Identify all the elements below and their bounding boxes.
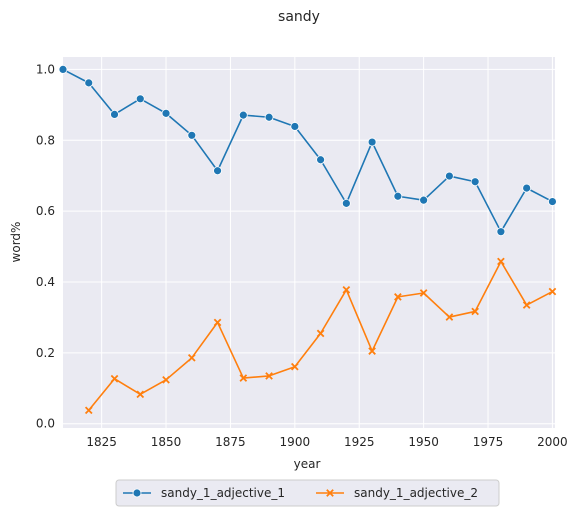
legend-swatch-marker	[132, 488, 142, 498]
data-point	[497, 257, 505, 266]
x-tick-label: 1900	[280, 435, 311, 449]
legend-label: sandy_1_adjective_2	[354, 486, 478, 500]
x-tick-label: 1850	[151, 435, 182, 449]
y-tick-label: 0.6	[36, 204, 55, 218]
series-2	[84, 257, 557, 415]
data-point	[238, 110, 248, 120]
legend-swatch-marker	[326, 489, 334, 497]
data-point	[239, 374, 248, 382]
data-point	[419, 289, 428, 297]
legend-box	[115, 479, 500, 507]
grid-lines	[63, 57, 555, 428]
data-point	[213, 166, 222, 176]
x-tick-label: 1950	[408, 435, 439, 449]
data-point	[265, 372, 273, 380]
y-tick-label: 0.4	[36, 275, 55, 289]
data-point	[110, 110, 119, 119]
data-point	[471, 307, 479, 316]
data-point	[290, 362, 299, 371]
data-point	[316, 155, 325, 165]
data-point	[290, 122, 300, 131]
legend-item-2: sandy_1_adjective_2	[316, 486, 478, 500]
data-point	[136, 390, 145, 399]
data-point	[393, 191, 403, 201]
data-point	[161, 108, 171, 118]
data-point	[135, 94, 145, 104]
x-tick-label: 1975	[473, 435, 504, 449]
y-tick-label: 0.8	[36, 133, 55, 147]
data-point	[316, 329, 325, 338]
data-point	[84, 78, 94, 88]
series-1	[58, 65, 557, 237]
y-tick-label: 0.0	[36, 417, 55, 431]
data-point	[264, 112, 274, 122]
y-tick-label: 1.0	[36, 62, 55, 76]
legend-label: sandy_1_adjective_1	[161, 486, 285, 500]
x-axis-label: year	[294, 457, 321, 471]
data-point	[187, 354, 196, 362]
data-point	[548, 197, 557, 206]
legend: sandy_1_adjective_1 sandy_1_adjective_2	[115, 479, 500, 507]
data-point	[444, 171, 454, 181]
x-tick-label: 2000	[537, 435, 568, 449]
data-point	[58, 65, 68, 74]
plot-background	[63, 57, 555, 428]
y-axis-label: word%	[9, 222, 23, 263]
data-point	[187, 130, 197, 140]
x-tick-label: 1925	[344, 435, 375, 449]
y-tick-label: 0.2	[36, 346, 55, 360]
legend-items: sandy_1_adjective_1 sandy_1_adjective_2	[123, 486, 478, 500]
data-point	[522, 301, 531, 309]
data-point	[548, 287, 557, 296]
x-axis-ticks: 1825 1850 1875 1900 1925 1950 1975 2000	[86, 435, 567, 449]
data-point	[367, 137, 377, 147]
x-tick-label: 1875	[215, 435, 246, 449]
chart-title: sandy	[278, 9, 320, 25]
data-point	[162, 375, 170, 384]
x-tick-label: 1825	[86, 435, 117, 449]
data-point	[445, 313, 454, 321]
data-point	[419, 195, 429, 205]
data-point	[394, 293, 402, 301]
data-point	[342, 285, 351, 294]
data-point	[522, 183, 532, 193]
data-point	[84, 406, 93, 415]
legend-item-1: sandy_1_adjective_1	[123, 486, 285, 500]
data-point	[496, 227, 506, 237]
series-layer	[58, 65, 557, 415]
data-point	[368, 347, 376, 355]
data-point	[110, 374, 119, 383]
data-point	[213, 318, 222, 327]
data-point	[470, 177, 480, 187]
y-axis-ticks: 0.0 0.2 0.4 0.6 0.8 1.0	[36, 62, 55, 430]
data-point	[341, 198, 351, 208]
